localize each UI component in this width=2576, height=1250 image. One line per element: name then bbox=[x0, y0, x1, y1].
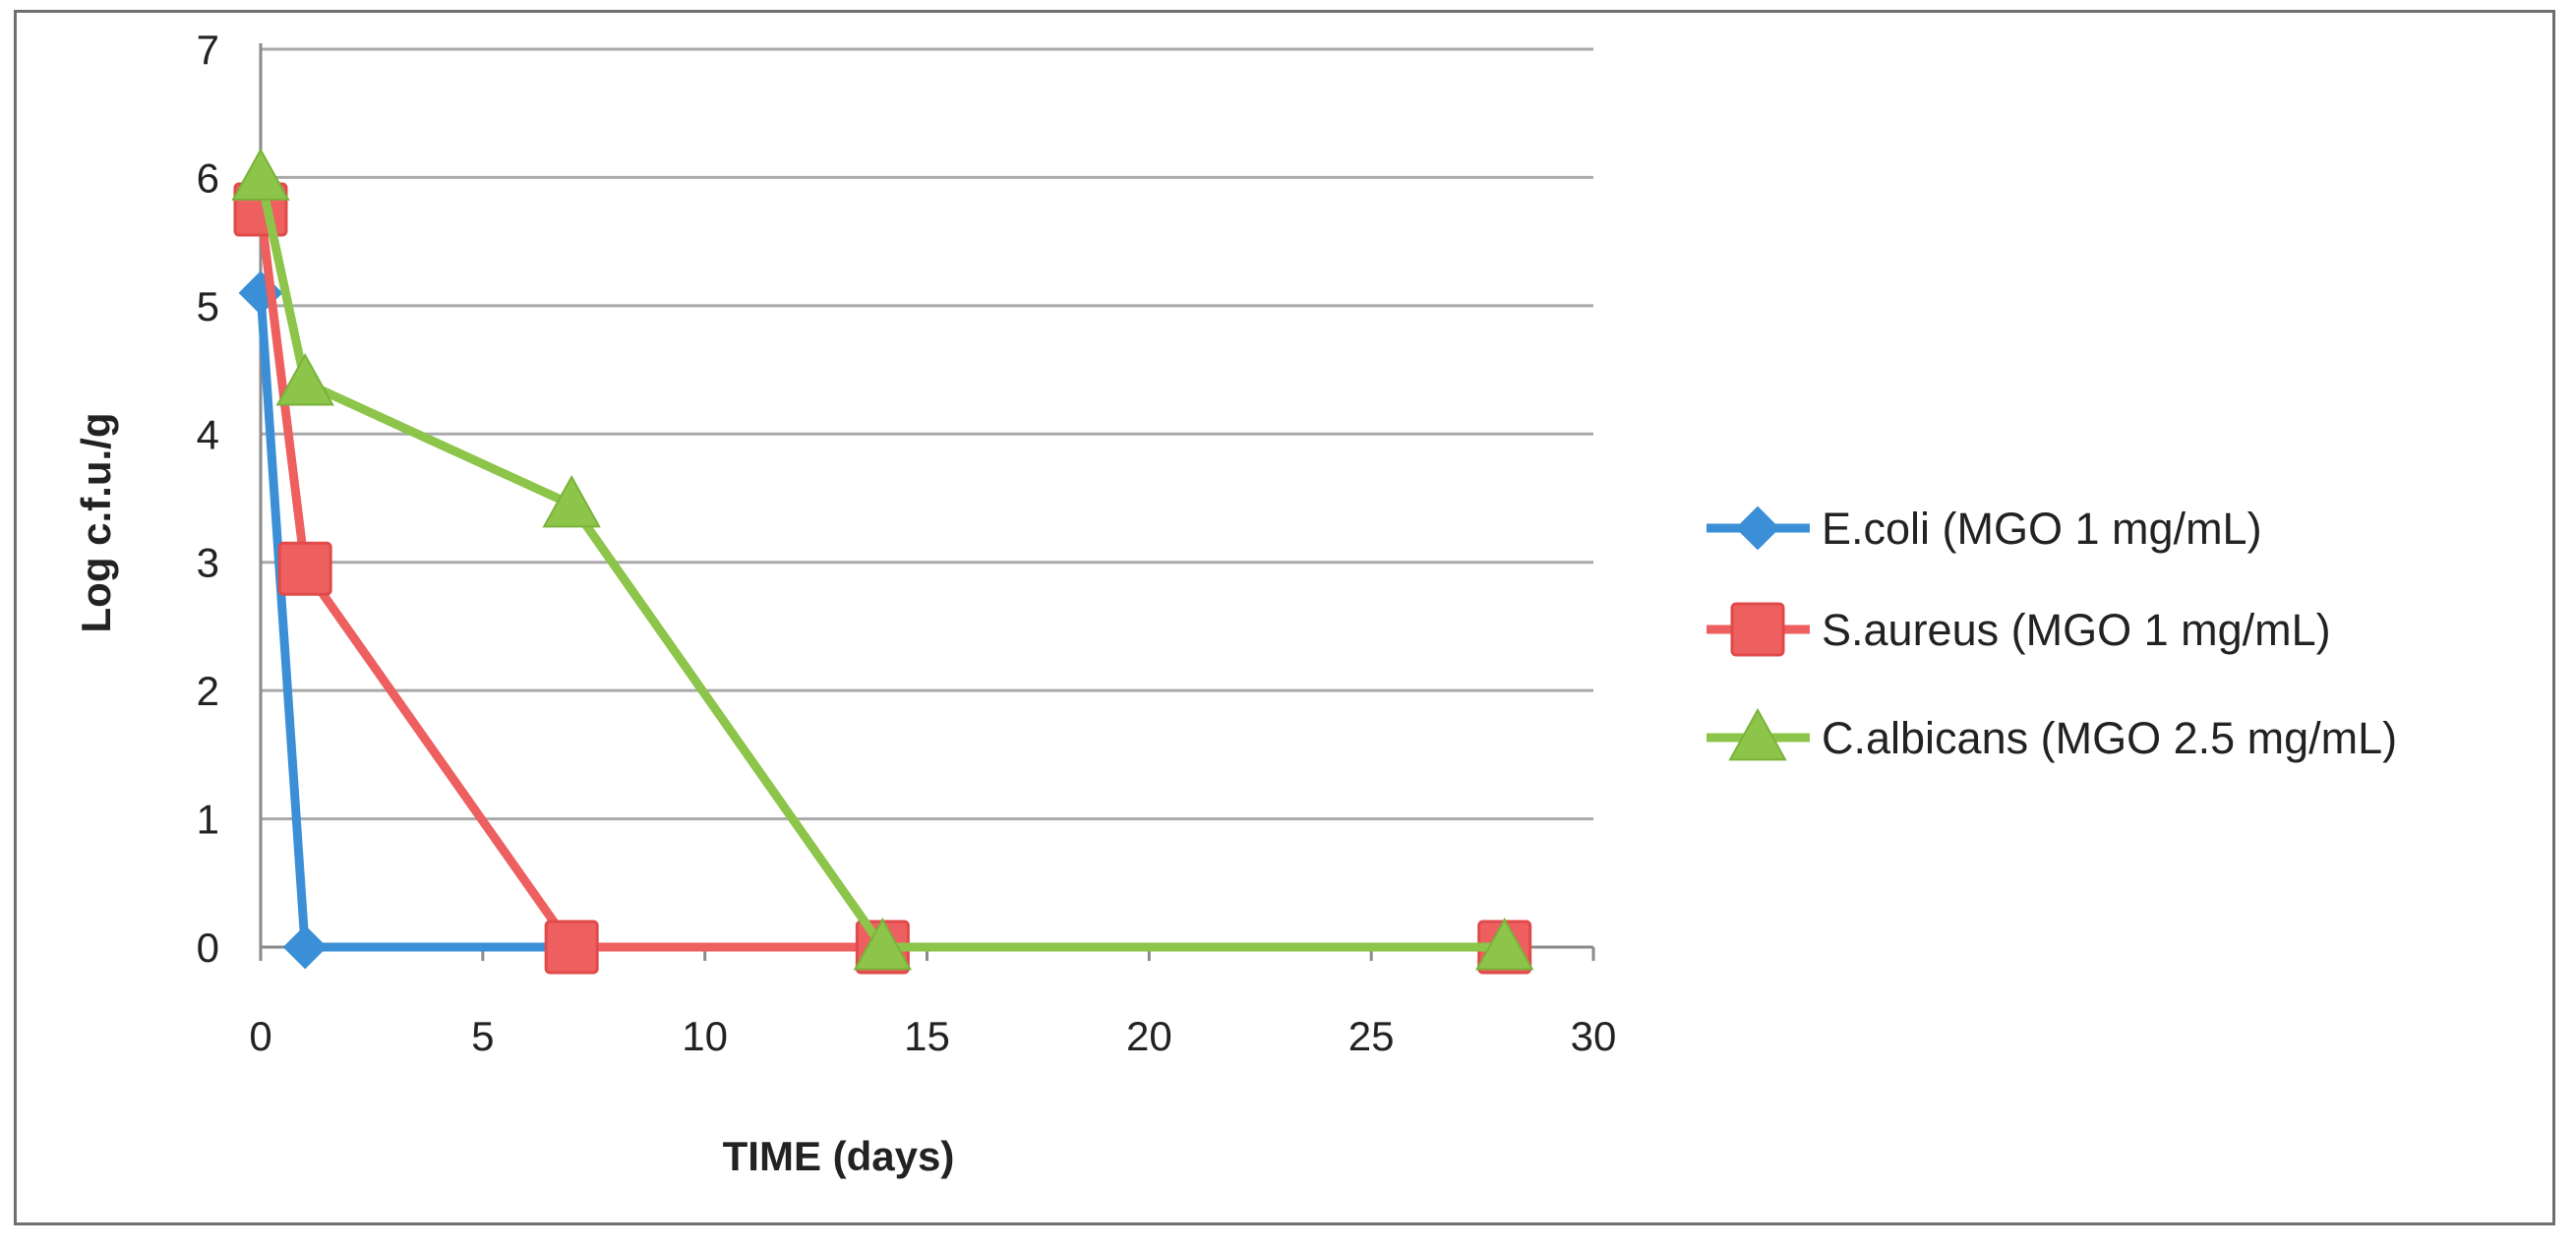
gridlines bbox=[261, 47, 1593, 821]
legend-marker bbox=[1728, 707, 1787, 761]
y-tick-label: 5 bbox=[197, 283, 219, 329]
series-3 bbox=[231, 148, 1534, 971]
y-tick-label: 0 bbox=[197, 924, 219, 971]
data-point bbox=[542, 474, 601, 528]
y-tick-label: 4 bbox=[197, 411, 219, 457]
legend-label: C.albicans (MGO 2.5 mg/mL) bbox=[1822, 713, 2397, 763]
legend-label: S.aureus (MGO 1 mg/mL) bbox=[1822, 605, 2331, 655]
legend-item-1: E.coli (MGO 1 mg/mL) bbox=[1707, 504, 2262, 554]
legend-marker bbox=[1730, 602, 1785, 657]
legend-marker bbox=[1735, 506, 1780, 551]
series-line bbox=[256, 292, 1505, 952]
data-point bbox=[277, 541, 332, 596]
x-axis-title: TIME (days) bbox=[723, 1133, 955, 1179]
data-point bbox=[275, 353, 334, 406]
chart-frame bbox=[14, 10, 2555, 1225]
axes: 0 1 2 3 4 5 6 7 0 5 10 15 20 25 30 bbox=[197, 27, 1617, 1059]
series-2 bbox=[233, 182, 1532, 975]
legend: E.coli (MGO 1 mg/mL) S.aureus (MGO 1 mg/m… bbox=[1707, 504, 2397, 763]
x-tick-label: 30 bbox=[1571, 1013, 1617, 1059]
y-axis-title: Log c.f.u./g bbox=[73, 413, 119, 633]
y-tick-label: 1 bbox=[197, 797, 219, 843]
y-tick-label: 6 bbox=[197, 154, 219, 201]
legend-label: E.coli (MGO 1 mg/mL) bbox=[1822, 504, 2262, 554]
series-1 bbox=[238, 270, 1528, 970]
x-tick-label: 20 bbox=[1126, 1013, 1172, 1059]
data-point bbox=[282, 924, 328, 970]
x-tick-label: 25 bbox=[1348, 1013, 1395, 1059]
legend-item-3: C.albicans (MGO 2.5 mg/mL) bbox=[1707, 707, 2397, 763]
y-tick-label: 7 bbox=[197, 27, 219, 73]
legend-item-2: S.aureus (MGO 1 mg/mL) bbox=[1707, 602, 2331, 657]
x-tick-label: 10 bbox=[682, 1013, 728, 1059]
data-point bbox=[853, 917, 913, 971]
data-point bbox=[231, 148, 290, 201]
series-group bbox=[231, 148, 1534, 975]
y-tick-label: 3 bbox=[197, 540, 219, 586]
data-point bbox=[544, 920, 599, 975]
x-tick-label: 0 bbox=[249, 1013, 271, 1059]
y-tick-label: 2 bbox=[197, 668, 219, 714]
series-line bbox=[256, 208, 1505, 952]
x-tick-label: 15 bbox=[904, 1013, 950, 1059]
x-tick-label: 5 bbox=[471, 1013, 494, 1059]
data-point bbox=[1474, 917, 1534, 971]
